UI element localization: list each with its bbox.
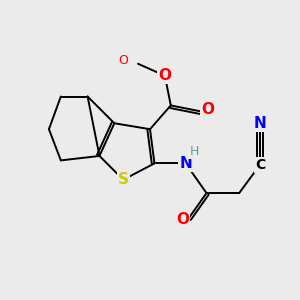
Text: O: O — [202, 102, 214, 117]
Text: S: S — [118, 172, 129, 187]
Text: O: O — [118, 54, 128, 67]
Text: H: H — [189, 145, 199, 158]
Text: O: O — [176, 212, 189, 227]
Text: N: N — [254, 116, 266, 131]
Text: N: N — [179, 156, 192, 171]
Text: O: O — [158, 68, 171, 83]
Text: C: C — [255, 158, 265, 172]
